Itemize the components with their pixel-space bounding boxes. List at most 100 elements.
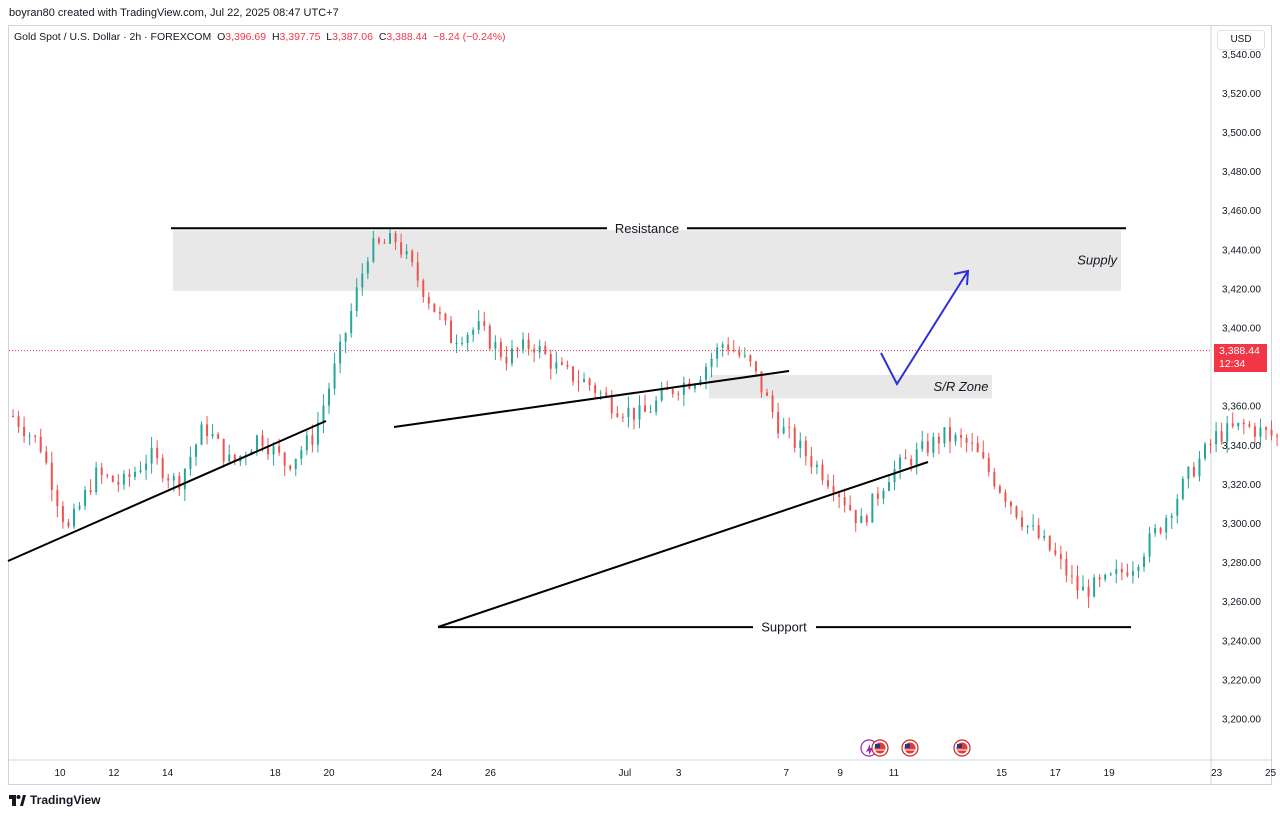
time-tick-label: 9 [837, 768, 843, 779]
resistance-label: Resistance [615, 221, 679, 236]
candle-body [372, 238, 375, 262]
created-by-text: boyran80 created with TradingView.com, J… [9, 7, 339, 19]
candle-body [34, 435, 37, 437]
candle-body [161, 458, 164, 479]
candle-body [12, 415, 14, 417]
candle-body [255, 435, 258, 451]
candle-body [50, 462, 53, 491]
candle-body [56, 490, 59, 507]
price-tick-label: 3,320.00 [1222, 480, 1261, 491]
candle-body [1059, 554, 1062, 560]
candle-body [272, 446, 275, 455]
time-tick-label: 19 [1104, 768, 1116, 779]
candle-body [61, 506, 64, 523]
candle-body [1231, 423, 1234, 427]
time-axis: 10121418202426Jul37911151719232529Aug57 [54, 768, 1277, 779]
candle-body [1109, 573, 1112, 575]
tradingview-logo-icon [9, 794, 26, 806]
candle-body [838, 493, 841, 498]
candle-body [1131, 570, 1134, 576]
candle-body [616, 413, 619, 417]
candle-body [23, 426, 26, 437]
candle-body [682, 382, 685, 395]
candle-body [167, 478, 170, 481]
candle-body [743, 355, 746, 357]
candle-body [145, 463, 148, 471]
candle-body [1143, 556, 1146, 567]
candle-body [344, 333, 347, 342]
candle-body [505, 356, 508, 364]
price-tick-label: 3,460.00 [1222, 206, 1261, 217]
candle-body [1165, 517, 1168, 533]
support-label: Support [761, 620, 807, 635]
candle-body [206, 424, 209, 437]
candle-body [1082, 586, 1085, 591]
candle-body [671, 389, 674, 394]
currency-button[interactable]: USD [1217, 30, 1265, 50]
candle-body [887, 482, 890, 491]
candle-body [893, 468, 896, 483]
candle-body [84, 489, 87, 506]
candle-body [294, 458, 297, 470]
candle-body [522, 339, 525, 350]
candle-body [1032, 525, 1035, 527]
time-tick-label: 11 [889, 768, 900, 779]
candle-body [510, 348, 513, 364]
candle-body [261, 435, 264, 447]
candle-body [1248, 424, 1251, 427]
tradingview-logo[interactable]: TradingView [9, 793, 100, 807]
time-tick-label: 7 [784, 768, 790, 779]
candle-body [1253, 426, 1256, 437]
bar-countdown: 12:34 [1219, 358, 1246, 370]
candle-body [599, 392, 602, 394]
candle-body [1276, 435, 1279, 437]
change-value: −8.24 (−0.24%) [433, 31, 506, 43]
candle-body [1093, 577, 1096, 597]
candle-body [1120, 568, 1123, 573]
candle-body [1154, 528, 1157, 534]
candle-body [499, 342, 502, 357]
open-label: O [217, 31, 226, 43]
candle-body [150, 447, 153, 464]
candle-body [28, 435, 31, 437]
candle-body [1015, 506, 1018, 518]
candle-body [411, 251, 414, 263]
candle-body [449, 320, 452, 344]
candle-body [139, 470, 142, 472]
candle-body [782, 426, 785, 434]
symbol-info-bar[interactable]: Gold Spot / U.S. Dollar · 2h · FOREXCOM … [14, 31, 506, 43]
candle-body [1104, 574, 1107, 580]
candle-body [172, 476, 175, 481]
price-tick-label: 3,200.00 [1222, 715, 1261, 726]
candle-body [527, 339, 530, 349]
high-value: 3,397.75 [279, 31, 321, 43]
price-tick-label: 3,260.00 [1222, 597, 1261, 608]
candle-body [17, 416, 20, 427]
candle-body [278, 446, 281, 453]
price-tick-label: 3,400.00 [1222, 324, 1261, 335]
candle-body [1065, 559, 1068, 576]
candle-body [472, 329, 475, 335]
candle-body [538, 345, 541, 353]
candle-body [383, 242, 386, 244]
close-value: 3,388.44 [386, 31, 428, 43]
candle-body [1237, 422, 1240, 427]
candle-body [1264, 427, 1267, 430]
price-tick-label: 3,540.00 [1222, 50, 1261, 61]
candle-body [571, 366, 574, 382]
time-tick-label: 17 [1050, 768, 1062, 779]
candle-body [716, 347, 719, 359]
candle-body [560, 362, 563, 365]
sr-zone-label: S/R Zone [934, 379, 989, 394]
time-tick-label: 24 [431, 768, 443, 779]
candle-body [605, 392, 608, 396]
time-tick-label: 25 [1265, 768, 1277, 779]
candle-body [400, 242, 403, 255]
candle-body [710, 358, 713, 367]
close-label: C [378, 31, 387, 43]
candle-body [555, 362, 558, 369]
candle-body [494, 342, 497, 349]
candle-body [78, 505, 81, 509]
time-tick-label: 23 [1211, 768, 1223, 779]
